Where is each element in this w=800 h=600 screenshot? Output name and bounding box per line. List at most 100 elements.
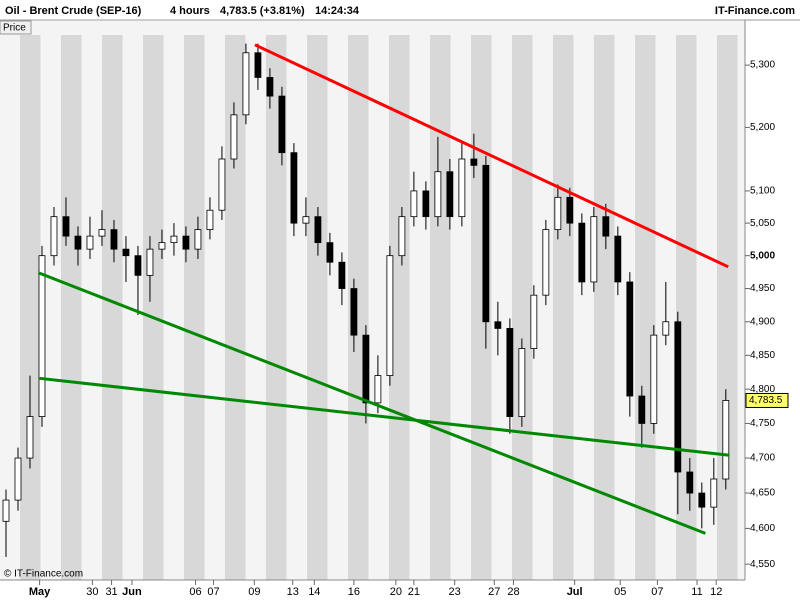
day-stripe	[102, 35, 123, 580]
candle-body	[602, 216, 610, 237]
day-stripe	[594, 35, 615, 580]
candle-body	[326, 242, 334, 263]
candle-body	[386, 255, 394, 377]
candle-body	[674, 321, 682, 473]
candle-body	[590, 216, 598, 283]
x-tick-label: 07	[207, 586, 219, 598]
x-tick-label: 16	[348, 586, 360, 598]
day-stripe	[184, 35, 205, 580]
x-tick-label: 21	[408, 586, 420, 598]
candle-body	[722, 400, 730, 480]
x-tick-label: 14	[308, 586, 320, 598]
candle-body	[230, 114, 238, 160]
candle-body	[374, 375, 382, 404]
candle-body	[290, 152, 298, 224]
y-tick-label: 4,750	[750, 418, 775, 429]
x-tick-label: 23	[449, 586, 461, 598]
candle-body	[302, 216, 310, 224]
x-tick-label: 31	[105, 586, 117, 598]
day-stripe	[225, 35, 246, 580]
day-stripe	[61, 35, 82, 580]
y-tick-label: 4,800	[750, 384, 775, 395]
y-tick-label: 4,900	[750, 316, 775, 327]
time: 14:24:34	[315, 5, 360, 17]
candle-body	[398, 216, 406, 257]
candle-body	[206, 209, 214, 231]
y-tick-label: 5,050	[750, 218, 775, 229]
background-stripes	[0, 21, 745, 580]
copyright: © IT-Finance.com	[4, 569, 83, 580]
candle-body	[530, 294, 538, 349]
day-stripe	[635, 35, 656, 580]
candle-body	[266, 77, 274, 97]
header-bar	[0, 0, 800, 20]
candle-body	[662, 321, 670, 336]
candle-body	[14, 457, 22, 501]
day-stripe	[676, 35, 697, 580]
day-stripe	[348, 35, 369, 580]
day-stripe	[266, 35, 287, 580]
day-stripe	[143, 35, 164, 580]
candle-body	[50, 216, 58, 257]
candle-body	[698, 492, 706, 508]
last-price-box	[745, 392, 789, 408]
candle-body	[182, 235, 190, 250]
candle-body	[650, 334, 658, 424]
x-tick-label: 13	[287, 586, 299, 598]
candle-body	[542, 229, 550, 296]
candle-body	[350, 288, 358, 336]
x-tick-label: 27	[488, 586, 500, 598]
candle-body	[134, 255, 142, 276]
y-tick-label: 4,600	[750, 523, 775, 534]
candle-body	[218, 158, 226, 211]
candle-body	[614, 235, 622, 283]
candle-body	[710, 478, 718, 508]
candle-body	[638, 395, 646, 424]
x-tick-label: 11	[691, 586, 702, 598]
candle-body	[62, 216, 70, 237]
day-stripe	[389, 35, 410, 580]
y-tick-label: 4,550	[750, 559, 775, 570]
candle-body	[338, 261, 346, 289]
candle-body	[518, 348, 526, 417]
candle-body	[170, 235, 178, 244]
day-stripe	[512, 35, 533, 580]
candle-body	[422, 190, 430, 218]
x-tick-label: 07	[651, 586, 663, 598]
last-price-label: 4,783.5	[749, 395, 783, 406]
candle-body	[146, 248, 154, 276]
y-tick-label: 5,000	[750, 250, 775, 261]
trend-line	[254, 43, 729, 269]
day-stripe	[717, 35, 738, 580]
panel-label: Price	[3, 23, 26, 34]
candle-body	[26, 416, 34, 459]
candle-body	[110, 229, 118, 250]
y-tick-label: 4,850	[750, 350, 775, 361]
candle-body	[434, 171, 442, 218]
candle-body	[86, 235, 94, 250]
candle-body	[194, 229, 202, 250]
y-tick-label: 5,300	[750, 60, 775, 71]
x-tick-label: Jul	[567, 586, 583, 598]
candle-body	[278, 95, 286, 154]
x-tick-label: 05	[614, 586, 626, 598]
x-tick-label: 06	[189, 586, 201, 598]
candle-body	[686, 471, 694, 494]
trend-line	[37, 271, 706, 535]
candle-body	[566, 196, 574, 224]
candle-body	[446, 171, 454, 218]
candle-body	[38, 255, 46, 417]
candle-body	[626, 281, 634, 397]
candle-body	[254, 52, 262, 78]
candle-body	[362, 334, 370, 404]
y-tick-label: 5,200	[750, 122, 775, 133]
y-tick-label: 4,950	[750, 283, 775, 294]
x-tick-label: 09	[248, 586, 260, 598]
trend-line	[39, 376, 730, 457]
x-tick-label: 12	[710, 586, 722, 598]
candle-body	[122, 248, 130, 257]
brand: IT-Finance.com	[715, 5, 795, 17]
day-stripe	[307, 35, 328, 580]
